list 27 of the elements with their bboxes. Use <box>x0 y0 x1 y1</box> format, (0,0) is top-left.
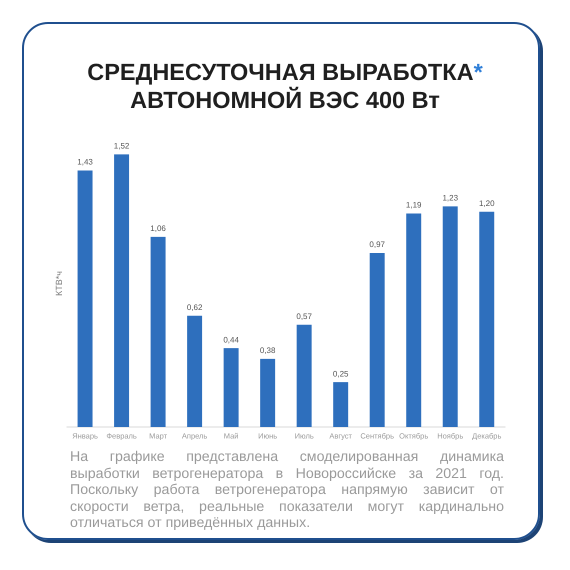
data-label: 0,38 <box>260 346 276 356</box>
bar <box>406 214 422 427</box>
data-label: 0,25 <box>332 369 350 378</box>
text: На графике представлена смоделированная динамика выработки ветрогенератора в Новороссийске за 2021 год. Поскольку работа ветрогенератора напрямую зависит от скорости ветра, реальные показатели могут кардинально отличаться от приведённых данных. <box>70 449 504 532</box>
bar <box>224 348 239 427</box>
bar <box>78 170 93 427</box>
data-label: 1,52 <box>114 142 130 151</box>
data-label: 1,23 <box>442 194 459 203</box>
data-label: 0,44 <box>223 335 240 344</box>
bar <box>479 212 494 427</box>
chart-title: СРЕДНЕСУТОЧНАЯ ВЫРАБОТКА* АВТОНОМНОЙ ВЭС 400 Вт <box>87 59 483 113</box>
data-label: 0,97 <box>369 240 386 250</box>
data-label: 1,43 <box>77 158 94 167</box>
data-label: 0,57 <box>296 312 312 321</box>
bar <box>333 382 348 427</box>
data-label: 1,20 <box>478 198 496 208</box>
bar <box>150 236 166 427</box>
y-axis-title: КТВ*ч <box>54 270 64 296</box>
data-label: 1,19 <box>406 200 422 210</box>
bar <box>296 324 312 427</box>
data-label: 1,06 <box>150 224 166 234</box>
bar <box>370 253 385 427</box>
bar <box>114 154 130 427</box>
data-label: 0,62 <box>186 302 203 312</box>
bar <box>187 316 202 427</box>
bar <box>260 358 276 427</box>
bar <box>442 206 458 427</box>
